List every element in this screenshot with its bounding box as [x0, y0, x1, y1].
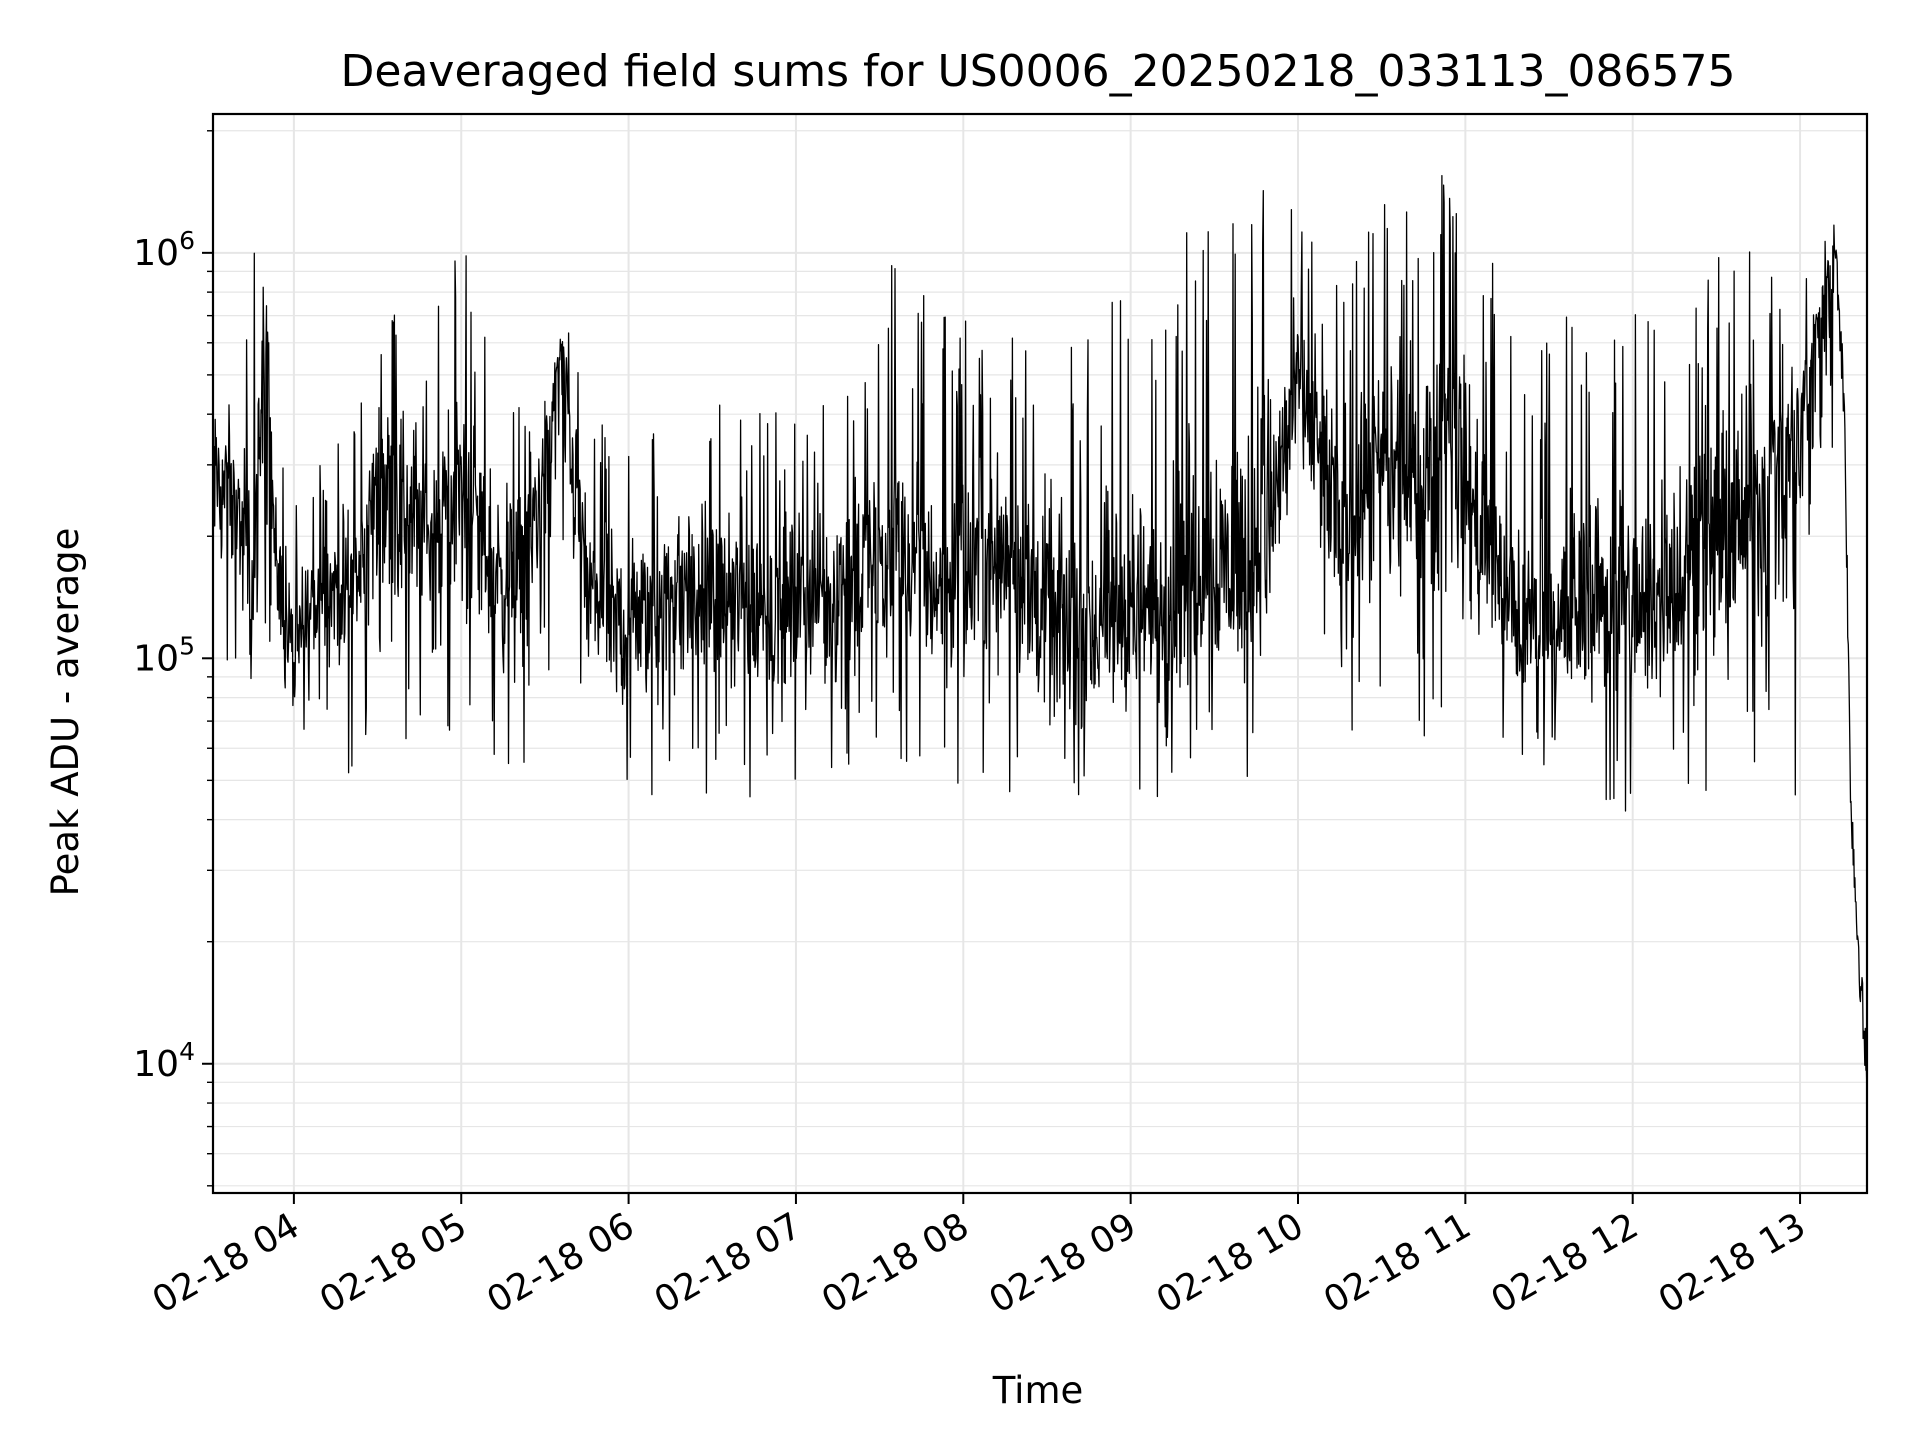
- x-axis-label: Time: [992, 1369, 1084, 1412]
- y-axis-label: Peak ADU - average: [44, 528, 87, 897]
- y-tick-label-0: 104: [133, 1037, 195, 1085]
- y-tick-label-1: 105: [133, 631, 195, 679]
- grid-layer: [213, 114, 1867, 1193]
- plot-layer: [213, 174, 1867, 1097]
- y-tick-label-2: 106: [133, 226, 195, 274]
- plot-frame: [211, 112, 1869, 1195]
- chart-title: Deaveraged field sums for US0006_2025021…: [341, 46, 1736, 97]
- series-line: [213, 174, 1867, 1097]
